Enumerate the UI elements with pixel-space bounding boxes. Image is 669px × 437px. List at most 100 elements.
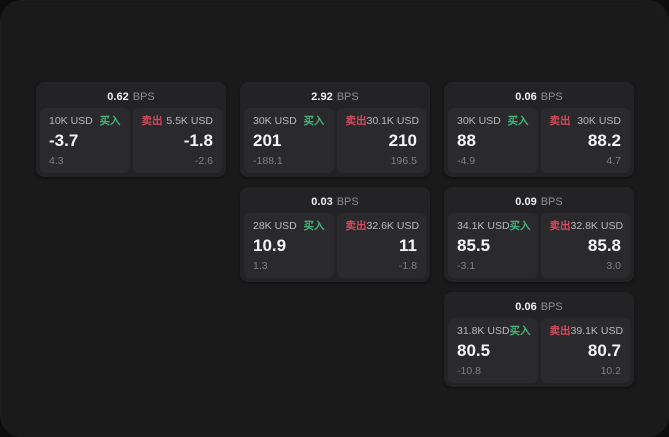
bps-unit-label: BPS bbox=[336, 90, 359, 103]
buy-side-label: 买入 bbox=[99, 115, 121, 127]
buy-panel[interactable]: 28K USD 买入 10.9 1.3 bbox=[244, 213, 334, 278]
buy-side-label: 买入 bbox=[507, 115, 529, 127]
buy-panel[interactable]: 30K USD 买入 88 -4.9 bbox=[448, 108, 538, 173]
buy-price: -3.7 bbox=[49, 130, 79, 150]
sell-price: 80.7 bbox=[587, 340, 621, 360]
bps-unit-label: BPS bbox=[336, 195, 359, 208]
bps-value: 0.06 bbox=[515, 300, 537, 313]
sell-amount: 39.1K USD bbox=[570, 325, 624, 337]
sell-panel[interactable]: 卖出 32.8K USD 85.8 3.0 bbox=[540, 213, 630, 278]
card-header: 0.03 BPS bbox=[244, 191, 426, 213]
card-header: 0.62 BPS bbox=[40, 86, 222, 108]
buy-amount: 34.1K USD bbox=[457, 220, 510, 232]
buy-panel-top: 34.1K USD 买入 bbox=[457, 220, 531, 232]
sell-side-label: 卖出 bbox=[549, 115, 571, 127]
sell-panel-top: 卖出 32.6K USD bbox=[345, 220, 420, 232]
bps-unit-label: BPS bbox=[540, 195, 563, 208]
buy-side-label: 买入 bbox=[303, 115, 325, 127]
buy-panel-top: 28K USD 买入 bbox=[253, 221, 325, 232]
buy-side-label: 买入 bbox=[509, 220, 531, 232]
buy-sell-panels: 28K USD 买入 10.9 1.3 卖出 32.6K USD 11 -1.8 bbox=[244, 213, 426, 278]
sell-side-label: 卖出 bbox=[345, 220, 367, 232]
quote-card: 0.06 BPS 31.8K USD 买入 80.5 -10.8 卖出 39.1… bbox=[444, 292, 634, 387]
sell-price: 11 bbox=[399, 235, 417, 255]
buy-price: 85.5 bbox=[457, 235, 491, 255]
buy-panel[interactable]: 31.8K USD 买入 80.5 -10.8 bbox=[448, 318, 538, 383]
sell-panel[interactable]: 卖出 32.6K USD 11 -1.8 bbox=[336, 213, 426, 278]
sell-price: 88.2 bbox=[587, 130, 621, 150]
sell-amount: 30K USD bbox=[577, 115, 621, 127]
sell-panel[interactable]: 卖出 39.1K USD 80.7 10.2 bbox=[540, 318, 630, 383]
card-header: 0.06 BPS bbox=[448, 86, 630, 108]
buy-amount: 28K USD bbox=[253, 220, 297, 232]
buy-panel-top: 10K USD 买入 bbox=[49, 116, 121, 127]
buy-delta: -4.9 bbox=[457, 154, 476, 167]
buy-delta: 1.3 bbox=[253, 259, 268, 272]
buy-delta: -3.1 bbox=[457, 259, 476, 272]
buy-side-label: 买入 bbox=[509, 325, 531, 337]
buy-amount: 30K USD bbox=[253, 115, 297, 127]
sell-panel[interactable]: 卖出 30.1K USD 210 196.5 bbox=[336, 108, 426, 173]
bps-value: 0.62 bbox=[107, 90, 129, 103]
bps-unit-label: BPS bbox=[540, 90, 563, 103]
buy-sell-panels: 10K USD 买入 -3.7 4.3 卖出 5.5K USD -1.8 -2.… bbox=[40, 108, 222, 173]
quote-card: 0.09 BPS 34.1K USD 买入 85.5 -3.1 卖出 32.8K… bbox=[444, 187, 634, 282]
sell-side-label: 卖出 bbox=[549, 220, 571, 232]
sell-delta: -2.6 bbox=[194, 154, 213, 167]
buy-amount: 10K USD bbox=[49, 115, 93, 127]
bps-value: 0.03 bbox=[311, 195, 333, 208]
sell-side-label: 卖出 bbox=[141, 115, 163, 127]
sell-side-label: 卖出 bbox=[345, 115, 367, 127]
sell-panel-top: 卖出 5.5K USD bbox=[142, 116, 214, 127]
bps-value: 0.06 bbox=[515, 90, 537, 103]
buy-amount: 31.8K USD bbox=[457, 325, 510, 337]
sell-panel[interactable]: 卖出 5.5K USD -1.8 -2.6 bbox=[132, 108, 222, 173]
buy-panel[interactable]: 30K USD 买入 201 -188.1 bbox=[244, 108, 334, 173]
buy-panel-top: 30K USD 买入 bbox=[457, 116, 529, 127]
buy-sell-panels: 30K USD 买入 88 -4.9 卖出 30K USD 88.2 4.7 bbox=[448, 108, 630, 173]
sell-panel-top: 卖出 30K USD bbox=[550, 116, 622, 127]
card-header: 0.09 BPS bbox=[448, 191, 630, 213]
buy-delta: 4.3 bbox=[49, 154, 64, 167]
buy-price: 10.9 bbox=[253, 235, 287, 255]
sell-panel-top: 卖出 39.1K USD bbox=[549, 325, 624, 337]
card-header: 0.06 BPS bbox=[448, 296, 630, 318]
quote-card: 0.62 BPS 10K USD 买入 -3.7 4.3 卖出 5.5K USD… bbox=[36, 82, 226, 177]
sell-amount: 30.1K USD bbox=[366, 115, 420, 127]
sell-amount: 32.8K USD bbox=[570, 220, 624, 232]
sell-amount: 32.6K USD bbox=[366, 220, 420, 232]
buy-sell-panels: 30K USD 买入 201 -188.1 卖出 30.1K USD 210 1… bbox=[244, 108, 426, 173]
sell-price: 85.8 bbox=[587, 235, 621, 255]
buy-panel[interactable]: 10K USD 买入 -3.7 4.3 bbox=[40, 108, 130, 173]
quote-card: 0.03 BPS 28K USD 买入 10.9 1.3 卖出 32.6K US… bbox=[240, 187, 430, 282]
sell-panel-top: 卖出 32.8K USD bbox=[549, 220, 624, 232]
buy-panel[interactable]: 34.1K USD 买入 85.5 -3.1 bbox=[448, 213, 538, 278]
sell-price: 210 bbox=[388, 130, 417, 150]
bps-value: 0.09 bbox=[515, 195, 537, 208]
buy-price: 201 bbox=[253, 130, 282, 150]
buy-panel-top: 31.8K USD 买入 bbox=[457, 325, 531, 337]
quote-card: 2.92 BPS 30K USD 买入 201 -188.1 卖出 30.1K … bbox=[240, 82, 430, 177]
buy-delta: -188.1 bbox=[253, 154, 283, 167]
bps-unit-label: BPS bbox=[132, 90, 155, 103]
sell-side-label: 卖出 bbox=[549, 325, 571, 337]
sell-delta: 3.0 bbox=[606, 259, 621, 272]
sell-amount: 5.5K USD bbox=[166, 115, 213, 127]
sell-panel[interactable]: 卖出 30K USD 88.2 4.7 bbox=[540, 108, 630, 173]
bps-value: 2.92 bbox=[311, 90, 333, 103]
buy-panel-top: 30K USD 买入 bbox=[253, 116, 325, 127]
buy-amount: 30K USD bbox=[457, 115, 501, 127]
sell-delta: 196.5 bbox=[390, 154, 417, 167]
buy-sell-panels: 34.1K USD 买入 85.5 -3.1 卖出 32.8K USD 85.8… bbox=[448, 213, 630, 278]
card-header: 2.92 BPS bbox=[244, 86, 426, 108]
buy-price: 88 bbox=[457, 130, 476, 150]
sell-price: -1.8 bbox=[183, 130, 213, 150]
buy-sell-panels: 31.8K USD 买入 80.5 -10.8 卖出 39.1K USD 80.… bbox=[448, 318, 630, 383]
sell-delta: 10.2 bbox=[600, 364, 621, 377]
sell-panel-top: 卖出 30.1K USD bbox=[345, 115, 420, 127]
buy-side-label: 买入 bbox=[303, 220, 325, 232]
sell-delta: -1.8 bbox=[398, 259, 417, 272]
quote-card: 0.06 BPS 30K USD 买入 88 -4.9 卖出 30K USD 8… bbox=[444, 82, 634, 177]
sell-delta: 4.7 bbox=[606, 154, 621, 167]
